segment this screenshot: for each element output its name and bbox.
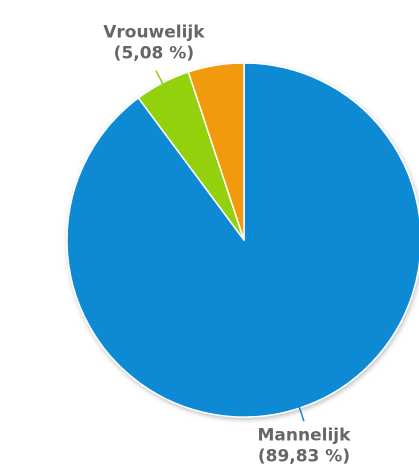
pie-slices — [66, 62, 419, 418]
pie-label-name: Mannelijk — [258, 425, 352, 445]
pie-labels: Mannelijk(89,83 %) Vrouwelijk(5,08 %) — [103, 23, 351, 467]
pie-label-percent: (5,08 %) — [114, 44, 194, 64]
pie-label-name: Vrouwelijk — [103, 23, 205, 43]
pie-label-connector — [155, 70, 164, 86]
pie-label-percent: (89,83 %) — [258, 446, 350, 466]
pie-label-connector — [298, 405, 305, 422]
pie-slice-other[interactable] — [187, 62, 245, 241]
